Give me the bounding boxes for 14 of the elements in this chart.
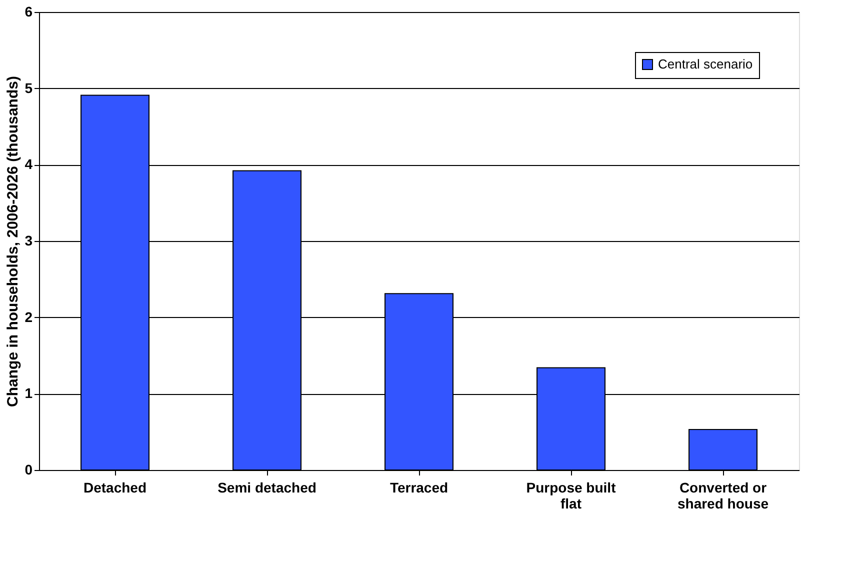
y-tick-label: 4 [24, 156, 33, 172]
x-tick-label: Purpose built flat [526, 480, 616, 512]
y-tick-label: 3 [24, 232, 33, 248]
x-tick-label: Terraced [390, 480, 448, 496]
y-tick-label: 2 [24, 308, 33, 325]
x-tick-label: Converted or shared house [677, 480, 769, 512]
y-tick-label: 6 [24, 4, 33, 20]
y-tick-label: 5 [24, 80, 33, 96]
legend-label: Central scenario [658, 56, 753, 72]
y-axis-title: Change in households, 2006-2026 (thousands) [4, 76, 22, 407]
x-tick-label: Semi detached [218, 480, 316, 496]
y-tick-label: 1 [24, 385, 33, 402]
y-tick-label: 0 [24, 462, 33, 478]
x-tick-label: Detached [83, 480, 147, 496]
